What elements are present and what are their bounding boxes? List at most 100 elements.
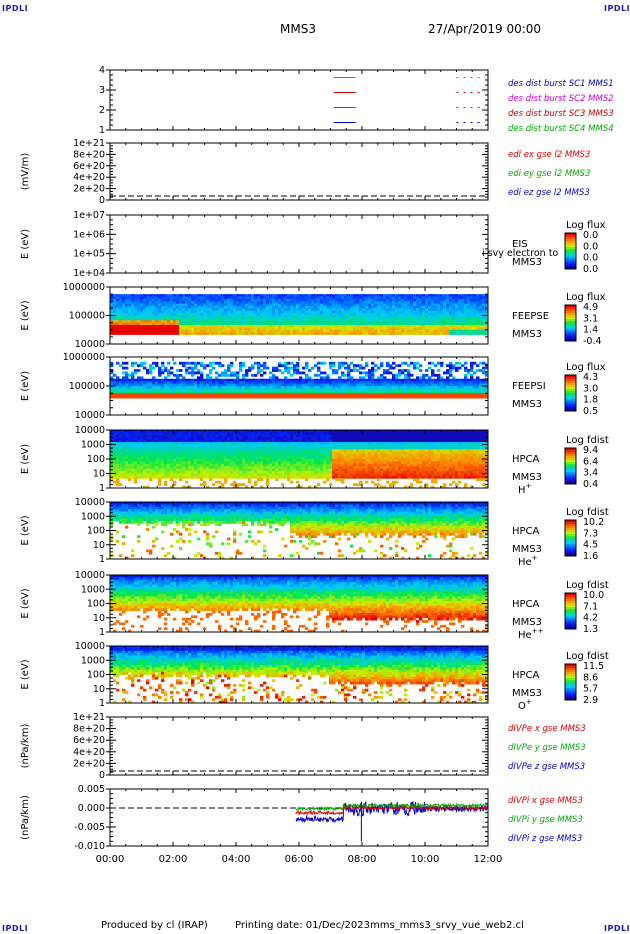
heat-cell [383, 386, 387, 389]
heat-cell [116, 478, 120, 482]
heat-cell [200, 466, 204, 470]
heat-cell [194, 306, 198, 309]
heat-cell [245, 388, 249, 392]
heat-cell [338, 306, 342, 309]
heat-cell [395, 298, 399, 302]
heat-cell [134, 463, 138, 467]
heat-cell [317, 298, 321, 302]
heat-cell [308, 294, 312, 297]
heat-cell [350, 386, 354, 389]
heat-cell [485, 298, 489, 302]
heat-cell [128, 373, 132, 377]
heat-cell [230, 473, 234, 477]
heat-cell [431, 303, 435, 307]
heat-cell [236, 376, 240, 380]
heat-cell [158, 449, 162, 453]
heat-cell [125, 432, 129, 436]
heat-cell [467, 310, 471, 314]
heat-cell [467, 332, 471, 335]
heat-cell [197, 327, 201, 331]
heat-cell [143, 381, 147, 384]
heat-cell [209, 466, 213, 470]
heat-cell [203, 446, 207, 450]
heat-cell [317, 301, 321, 305]
heat-cell [350, 294, 354, 297]
heat-cell [308, 327, 312, 331]
heat-cell [206, 395, 210, 399]
heat-cell [353, 294, 357, 297]
heat-cell [146, 371, 150, 375]
colorbar-cell [565, 241, 576, 244]
heat-cell [422, 393, 426, 397]
heat-cell [200, 446, 204, 450]
heat-cell [401, 317, 405, 321]
heat-cell [122, 325, 126, 328]
heat-cell [194, 313, 198, 316]
heat-cell [206, 325, 210, 328]
heat-cell [338, 376, 342, 380]
heat-cell [122, 371, 126, 375]
heat-cell [419, 364, 423, 368]
heat-cell [164, 430, 168, 433]
heat-cell [191, 315, 195, 319]
heat-cell [251, 332, 255, 335]
heat-cell [398, 322, 402, 326]
heat-cell [203, 296, 207, 300]
heat-cell [119, 296, 123, 300]
heat-cell [137, 456, 141, 460]
heat-cell [344, 381, 348, 384]
heat-cell [392, 303, 396, 307]
heat-cell [272, 315, 276, 319]
heat-cell [341, 329, 345, 333]
heat-cell [194, 315, 198, 319]
heat-cell [455, 383, 459, 387]
heat-cell [152, 468, 156, 472]
heat-cell [329, 386, 333, 389]
heat-cell [209, 332, 213, 335]
instrument-label: FEEPSI [512, 381, 546, 392]
heat-cell [326, 376, 330, 380]
heat-cell [212, 366, 216, 370]
heat-cell [125, 315, 129, 319]
heat-cell [302, 327, 306, 331]
heat-cell [299, 306, 303, 309]
heat-cell [176, 430, 180, 433]
heat-cell [239, 383, 243, 387]
heat-cell [320, 376, 324, 380]
heat-cell [248, 381, 252, 384]
heat-cell [473, 327, 477, 331]
heat-cell [320, 306, 324, 309]
heat-cell [482, 315, 486, 319]
heat-cell [371, 332, 375, 335]
heat-cell [293, 296, 297, 300]
heat-cell [281, 306, 285, 309]
heat-cell [407, 395, 411, 399]
heat-cell [122, 301, 126, 305]
heat-cell [206, 383, 210, 387]
heat-cell [482, 361, 486, 365]
heat-cell [191, 306, 195, 309]
heat-cell [245, 306, 249, 309]
heat-cell [485, 317, 489, 321]
heat-cell [191, 444, 195, 448]
heat-cell [131, 456, 135, 460]
heat-cell [311, 386, 315, 389]
heat-cell [113, 454, 117, 457]
heat-cell [386, 383, 390, 387]
heat-cell [110, 361, 114, 365]
heat-cell [113, 459, 117, 462]
heat-cell [251, 388, 255, 392]
heat-cell [128, 308, 132, 312]
heat-cell [224, 310, 228, 314]
heat-cell [284, 393, 288, 397]
heat-cell [368, 322, 372, 326]
heat-cell [212, 463, 216, 467]
heat-cell [329, 301, 333, 305]
heat-cell [137, 451, 141, 455]
heat-cell [350, 303, 354, 307]
heat-cell [110, 473, 114, 477]
heat-cell [365, 395, 369, 399]
heat-cell [155, 364, 159, 368]
colorbar-cell [565, 233, 576, 236]
heat-cell [431, 369, 435, 372]
